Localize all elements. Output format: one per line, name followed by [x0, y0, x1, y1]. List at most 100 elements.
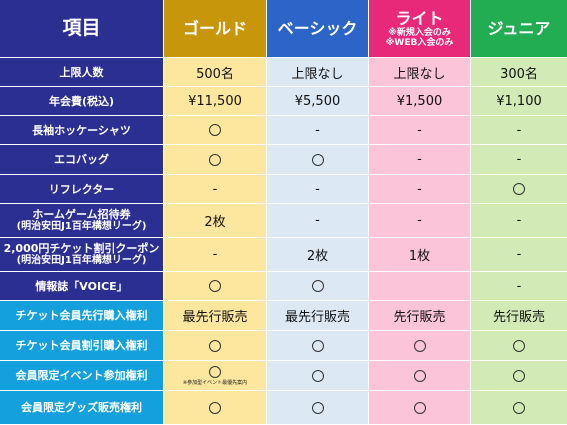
cell-value: 先行販売 — [393, 310, 446, 325]
cell-basic: - — [267, 175, 369, 204]
cell-gold: - — [164, 238, 267, 272]
row-label: 会員限定イベント参加権利 — [0, 361, 164, 391]
cell-gold: 500名 — [164, 58, 267, 87]
cell-gold — [164, 116, 267, 145]
circle-icon — [311, 280, 324, 292]
available-mark — [209, 339, 221, 352]
not-available-dash: - — [516, 152, 522, 167]
available-mark — [311, 280, 324, 292]
circle-icon — [209, 280, 221, 292]
available-mark — [209, 401, 221, 414]
row-label-text: 年会費(税込) — [48, 94, 115, 108]
circle-icon — [413, 339, 426, 352]
row-label-text: チケット会員割引購入権利 — [15, 339, 148, 352]
cell-gold — [164, 331, 267, 361]
row-label: 上限人数 — [0, 58, 164, 87]
not-available-dash: - — [417, 122, 422, 138]
cell-light: 先行販売 — [369, 301, 471, 331]
cell-value: 500名 — [196, 66, 234, 82]
available-mark — [311, 153, 324, 166]
circle-icon — [513, 339, 525, 352]
not-available-dash: - — [516, 122, 522, 138]
available-mark — [413, 369, 426, 382]
row-label-text: 長袖ホッケーシャツ — [32, 123, 131, 137]
row-label: 年会費(税込) — [0, 87, 164, 116]
circle-icon — [208, 365, 221, 378]
available-mark — [513, 339, 525, 352]
not-available-dash: - — [315, 213, 320, 228]
cell-value: 2枚 — [204, 215, 226, 230]
circle-icon — [311, 401, 324, 414]
cell-value: ¥1,500 — [396, 93, 443, 109]
cell-gold — [164, 145, 267, 175]
row-label-text: 2,000円チケット割引クーポン — [3, 242, 160, 255]
cell-junior: - — [471, 116, 567, 145]
header-item-text: 項目 — [62, 17, 101, 39]
cell-light — [369, 331, 471, 361]
cell-value: 1枚 — [408, 249, 431, 264]
circle-icon — [311, 369, 324, 382]
header-junior: ジュニア — [471, 0, 567, 58]
not-available-dash: - — [315, 181, 320, 197]
available-mark — [513, 183, 525, 195]
row-label-subtext: (明治安田J1百年構想リーグ) — [16, 255, 147, 266]
available-mark — [413, 401, 426, 414]
cell-junior: - — [471, 238, 567, 272]
cell-value: 上限なし — [291, 66, 344, 82]
cell-basic — [267, 331, 369, 361]
row-label: 会員限定グッズ販売権利 — [0, 391, 164, 425]
cell-gold: - — [164, 175, 267, 204]
cell-value: ¥5,500 — [294, 93, 341, 109]
header-basic: ベーシック — [267, 0, 369, 58]
header-light-name: ライト — [395, 8, 444, 28]
cell-light: - — [369, 175, 471, 204]
cell-light — [369, 361, 471, 391]
cell-light — [369, 272, 471, 301]
cell-junior: 300名 — [471, 58, 567, 87]
row-label: リフレクター — [0, 175, 164, 204]
cell-junior — [471, 391, 567, 425]
available-mark — [513, 369, 525, 382]
cell-gold: 最先行販売 — [164, 301, 267, 331]
cell-junior — [471, 361, 567, 391]
circle-icon — [209, 124, 221, 136]
not-available-dash: - — [516, 278, 522, 294]
circle-icon — [413, 401, 426, 414]
row-label-text: チケット会員先行購入権利 — [15, 309, 148, 322]
cell-basic: 上限なし — [267, 58, 369, 87]
row-label-text: 上限人数 — [59, 65, 104, 79]
not-available-dash: - — [212, 247, 218, 262]
row-label-text: 会員限定イベント参加権利 — [15, 369, 148, 382]
circle-icon — [209, 153, 221, 166]
available-mark — [209, 153, 221, 166]
cell-junior — [471, 331, 567, 361]
cell-value: 最先行販売 — [182, 310, 248, 325]
row-label: 情報誌「VOICE」 — [0, 272, 164, 301]
cell-junior: - — [471, 145, 567, 175]
not-available-dash: - — [417, 181, 422, 197]
circle-icon — [513, 369, 525, 382]
cell-light: - — [369, 204, 471, 238]
circle-icon — [413, 369, 426, 382]
cell-value: 2枚 — [306, 249, 329, 264]
not-available-dash: - — [417, 152, 422, 167]
available-mark — [311, 369, 324, 382]
cell-light: ¥1,500 — [369, 87, 471, 116]
available-mark — [311, 339, 324, 352]
row-label: ホームゲーム招待券 (明治安田J1百年構想リーグ) — [0, 204, 164, 238]
not-available-dash: - — [516, 247, 522, 262]
cell-light: 1枚 — [369, 238, 471, 272]
not-available-dash: - — [417, 213, 422, 228]
cell-gold: ¥11,500 — [164, 87, 267, 116]
not-available-dash: - — [212, 181, 218, 197]
cell-basic — [267, 361, 369, 391]
header-light-note-1: ※新規入会のみ — [388, 27, 451, 38]
available-mark — [513, 401, 525, 414]
cell-basic — [267, 391, 369, 425]
circle-icon — [209, 339, 221, 352]
header-junior-name: ジュニア — [487, 18, 551, 38]
row-label: チケット会員先行購入権利 — [0, 301, 164, 331]
cell-value: 先行販売 — [492, 310, 545, 325]
cell-basic: 2枚 — [267, 238, 369, 272]
